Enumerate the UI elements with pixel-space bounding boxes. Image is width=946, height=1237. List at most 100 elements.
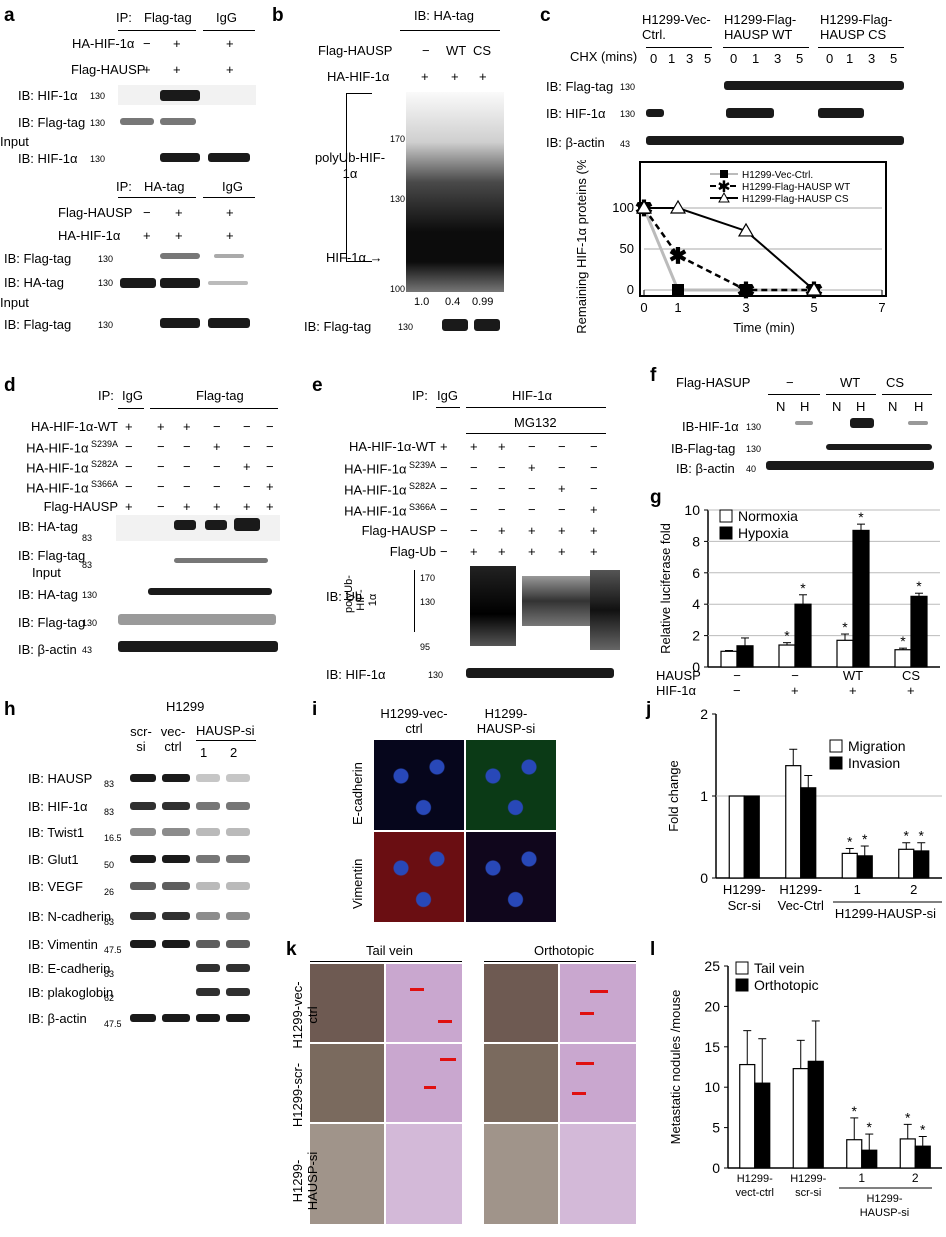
mw-marker: 47.5 (104, 1019, 122, 1029)
bar (914, 1145, 931, 1169)
blot-band (162, 802, 190, 810)
k-lung-photo (310, 1044, 384, 1122)
row-sign: + (498, 439, 506, 454)
significance-mark: * (919, 828, 925, 844)
row-sign: − (125, 439, 133, 454)
mw-marker: 130 (746, 444, 762, 454)
e-ip: IP: (412, 388, 428, 403)
category-label: 2 (912, 1171, 919, 1185)
e-mg132: MG132 (514, 415, 557, 430)
blot-band (130, 940, 156, 948)
a-ip-flag: Flag-tag (144, 10, 192, 25)
bar (778, 644, 796, 668)
row-sign: − (243, 419, 251, 434)
bar (728, 795, 745, 879)
c-time: 1 (752, 51, 760, 66)
legend-label: Orthotopic (754, 977, 819, 993)
row-label: HA-HIF-1α S239A (344, 460, 436, 477)
legend-label: H1299-Flag-HAUSP WT (742, 182, 850, 193)
significance-mark: * (842, 619, 848, 635)
legend-label: Hypoxia (738, 525, 789, 541)
bar (800, 787, 817, 879)
y-tick-label: 5 (712, 1120, 720, 1136)
y-tick-label: 1 (700, 788, 708, 804)
row-sign: + (213, 499, 221, 514)
chart-g: 0 2 4 6 8 10 Relative luciferase fold * * * * * * Nor… (656, 502, 940, 682)
h-row-label: IB: E-cadherin (28, 961, 111, 976)
a-sign: + (226, 228, 234, 243)
h-row-label: IB: plakoglobin (28, 985, 114, 1000)
group-label: H1299- (866, 1193, 902, 1205)
f-cond: H (856, 399, 866, 414)
blot-band (226, 802, 250, 810)
mw-marker: 62 (104, 993, 115, 1003)
row-sign: − (266, 419, 274, 434)
x-axis-label: Time (min) (733, 320, 795, 335)
blot-band (196, 774, 220, 782)
row-label: HA-HIF-1α-WT (31, 419, 118, 434)
row-sign: − (125, 459, 133, 474)
a-ip2-ha: HA-tag (144, 179, 185, 194)
y-tick-label: 4 (692, 596, 700, 612)
f-ib3: IB: β-actin (676, 461, 735, 476)
b-sign: + (421, 69, 429, 84)
bar (856, 855, 873, 879)
panel-a-letter: a (4, 5, 15, 26)
h-col: vec-ctrl (160, 724, 186, 754)
category-hif: + (907, 683, 915, 698)
c-ib-flag: IB: Flag-tag (546, 79, 614, 94)
row-sign: − (125, 479, 133, 494)
a-row-flaghausp: Flag-HAUSP (71, 62, 146, 77)
data-point-star: ✱ (669, 244, 687, 269)
blot-band (196, 940, 220, 948)
a-row2-flaghausp: Flag-HAUSP (58, 205, 133, 220)
b-flaghausp: Flag-HAUSP (318, 43, 393, 58)
data-point-triangle (737, 222, 755, 237)
category-label-line: H1299- (779, 882, 822, 897)
y-tick-label: 100 (612, 200, 634, 215)
row-sign: − (558, 439, 566, 454)
a-sign: + (173, 62, 181, 77)
significance-mark: * (867, 1119, 873, 1135)
a-ib-hif: IB: HIF-1α (18, 88, 78, 103)
bar (792, 1068, 809, 1169)
a-input: Input (0, 134, 29, 149)
row-sign: − (213, 479, 221, 494)
mw-marker: 130 (420, 597, 436, 607)
mw-marker: 130 (90, 91, 106, 101)
bar (794, 603, 812, 668)
row-sign: + (470, 544, 478, 559)
row-sign: − (440, 460, 448, 475)
a-sign: − (143, 205, 151, 220)
d-ib4: IB: Flag-tag (18, 615, 86, 630)
mw-marker: 83 (104, 917, 115, 927)
mw-marker: 130 (98, 320, 114, 330)
mw-marker: 83 (104, 969, 115, 979)
row-sign: − (590, 439, 598, 454)
blot-band (196, 882, 220, 890)
panel-g-letter: g (650, 487, 662, 508)
y-tick-label: 0 (627, 282, 634, 297)
f-group: − (786, 375, 794, 390)
mw-marker: 130 (98, 254, 114, 264)
category-label-line: vect-ctrl (736, 1187, 775, 1199)
b-blot (406, 92, 504, 292)
bar (754, 1082, 771, 1169)
f-cond: N (832, 399, 842, 414)
blot-band (162, 882, 190, 890)
a-sign: + (226, 36, 234, 51)
a-sign: + (175, 228, 183, 243)
blot-band (226, 774, 250, 782)
row-sign: + (470, 439, 478, 454)
d-ib5: IB: β-actin (18, 642, 77, 657)
c-time: 5 (890, 51, 898, 66)
row-sign: − (266, 439, 274, 454)
i-row: E-cadherin (350, 762, 365, 825)
a-ip2-label: IP: (116, 179, 132, 194)
mw-marker: 130 (428, 670, 444, 680)
b-col: − (422, 43, 430, 58)
x-tick-label: 3 (742, 300, 749, 315)
d-ip-igg: IgG (122, 388, 143, 403)
f-ib2: IB-Flag-tag (671, 441, 736, 456)
